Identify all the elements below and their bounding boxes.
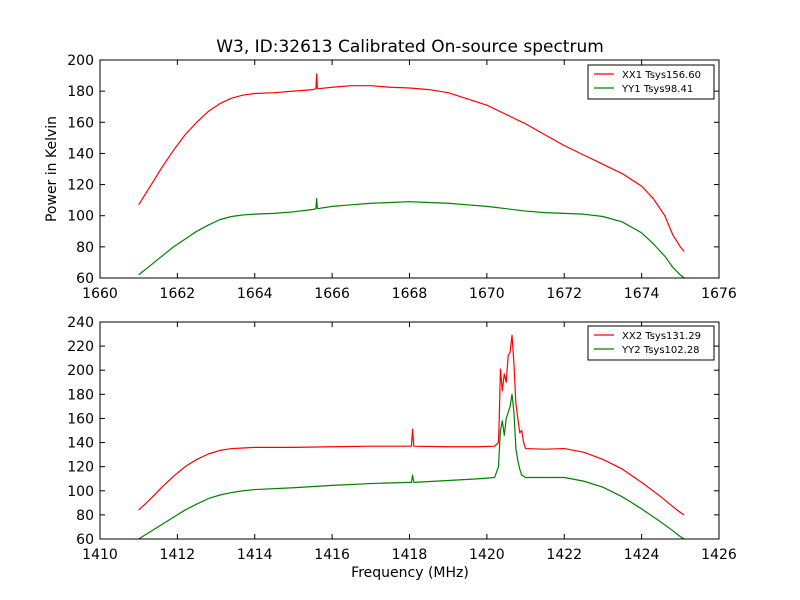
bottom-series-lines xyxy=(138,334,685,540)
series-line xyxy=(138,393,685,540)
y-tick-label: 80 xyxy=(76,240,94,256)
y-tick-label: 160 xyxy=(67,411,94,427)
legend-box xyxy=(587,325,715,361)
y-tick-label: 220 xyxy=(67,339,94,355)
y-tick-label: 120 xyxy=(67,178,94,194)
x-tick-label: 1420 xyxy=(469,547,505,563)
chart-title: W3, ID:32613 Calibrated On-source spectr… xyxy=(216,37,604,57)
y-tick-label: 180 xyxy=(67,387,94,403)
bottom-legend: XX2 Tsys131.29 YY2 Tsys102.28 xyxy=(587,325,715,361)
x-tick-label: 1662 xyxy=(160,286,196,302)
x-tick-label: 1422 xyxy=(546,547,582,563)
x-tick-label: 1674 xyxy=(624,286,660,302)
legend-label: XX2 Tsys131.29 xyxy=(622,331,701,342)
top-series-lines xyxy=(138,73,685,279)
x-axis-label-bottom: Frequency (MHz) xyxy=(351,565,469,581)
x-tick-label: 1424 xyxy=(624,547,660,563)
legend-box xyxy=(587,64,715,100)
legend-label: YY2 Tsys102.28 xyxy=(621,345,700,356)
y-tick-label: 160 xyxy=(67,115,94,131)
y-tick-label: 60 xyxy=(76,271,94,287)
series-line xyxy=(138,334,685,516)
x-tick-label: 1676 xyxy=(701,286,737,302)
y-tick-label: 140 xyxy=(67,436,94,452)
x-tick-label: 1412 xyxy=(160,547,196,563)
y-tick-label: 200 xyxy=(67,363,94,379)
y-tick-label: 120 xyxy=(67,460,94,476)
top-spectrum-panel: W3, ID:32613 Calibrated On-source spectr… xyxy=(44,37,737,302)
x-tick-label: 1416 xyxy=(314,547,350,563)
x-tick-label: 1410 xyxy=(82,547,118,563)
y-tick-label: 100 xyxy=(67,209,94,225)
y-tick-label: 180 xyxy=(67,84,94,100)
y-tick-label: 240 xyxy=(67,315,94,331)
x-tick-label: 1426 xyxy=(701,547,737,563)
y-tick-label: 100 xyxy=(67,484,94,500)
x-tick-label: 1672 xyxy=(546,286,582,302)
y-tick-label: 200 xyxy=(67,53,94,69)
x-tick-label: 1670 xyxy=(469,286,505,302)
series-line xyxy=(138,197,685,279)
y-tick-label: 80 xyxy=(76,508,94,524)
top-axis-ticks: 1660 1662 1664 1666 1668 1670 1672 1674 1676 60 80… xyxy=(67,53,737,302)
top-plot-frame xyxy=(99,59,720,279)
x-tick-label: 1664 xyxy=(237,286,273,302)
x-tick-label: 1668 xyxy=(392,286,428,302)
bottom-plot-frame xyxy=(99,321,720,540)
y-tick-label: 60 xyxy=(76,532,94,548)
x-tick-label: 1660 xyxy=(82,286,118,302)
y-axis-label-top: Power in Kelvin xyxy=(44,116,60,222)
x-tick-label: 1666 xyxy=(314,286,350,302)
legend-label: XX1 Tsys156.60 xyxy=(622,70,701,81)
x-tick-label: 1418 xyxy=(392,547,428,563)
series-line xyxy=(138,73,685,252)
x-tick-label: 1414 xyxy=(237,547,273,563)
legend-label: YY1 Tsys98.41 xyxy=(621,84,693,95)
top-legend: XX1 Tsys156.60 YY1 Tsys98.41 xyxy=(587,64,715,100)
y-tick-label: 140 xyxy=(67,146,94,162)
bottom-spectrum-panel: Frequency (MHz) 1410 1412 1414 1416 1418 1420… xyxy=(67,315,737,581)
